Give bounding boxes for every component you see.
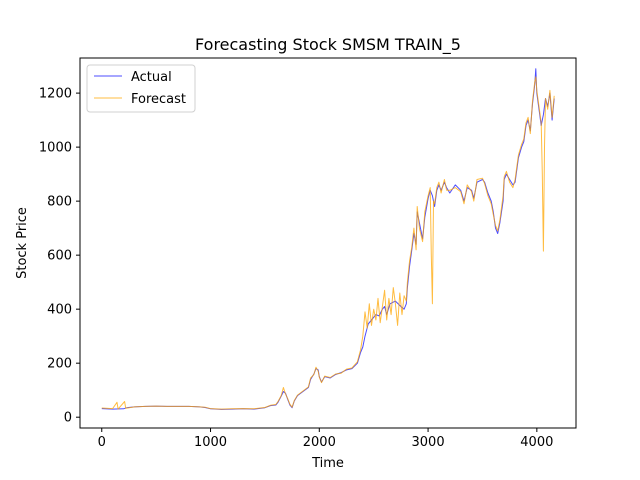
- y-tick-label: 1200: [39, 87, 72, 102]
- y-tick-label: 600: [47, 249, 72, 264]
- x-tick-label: 3000: [412, 435, 445, 450]
- legend-label-actual: Actual: [131, 70, 172, 85]
- y-tick-label: 400: [47, 303, 72, 318]
- x-tick-label: 4000: [520, 435, 553, 450]
- x-axis: 0 1000 2000 3000 4000: [98, 428, 553, 450]
- y-tick-label: 1000: [39, 141, 72, 156]
- x-tick-label: 0: [98, 435, 106, 450]
- plot-area: [101, 68, 555, 410]
- x-axis-label: Time: [311, 456, 344, 471]
- y-tick-label: 0: [64, 411, 72, 426]
- y-axis: 0 200 400 600 800 1000 1200: [39, 87, 80, 426]
- series-line-forecast: [101, 76, 555, 410]
- x-tick-label: 2000: [303, 435, 336, 450]
- y-tick-label: 200: [47, 357, 72, 372]
- y-axis-label: Stock Price: [15, 207, 30, 279]
- chart-title: Forecasting Stock SMSM TRAIN_5: [195, 35, 461, 55]
- plot-frame: [79, 57, 577, 429]
- legend: Actual Forecast: [86, 64, 196, 113]
- series-layer: [101, 68, 555, 410]
- legend-box: [86, 64, 196, 113]
- legend-label-forecast: Forecast: [131, 92, 186, 107]
- x-tick-label: 1000: [194, 435, 227, 450]
- y-tick-label: 800: [47, 195, 72, 210]
